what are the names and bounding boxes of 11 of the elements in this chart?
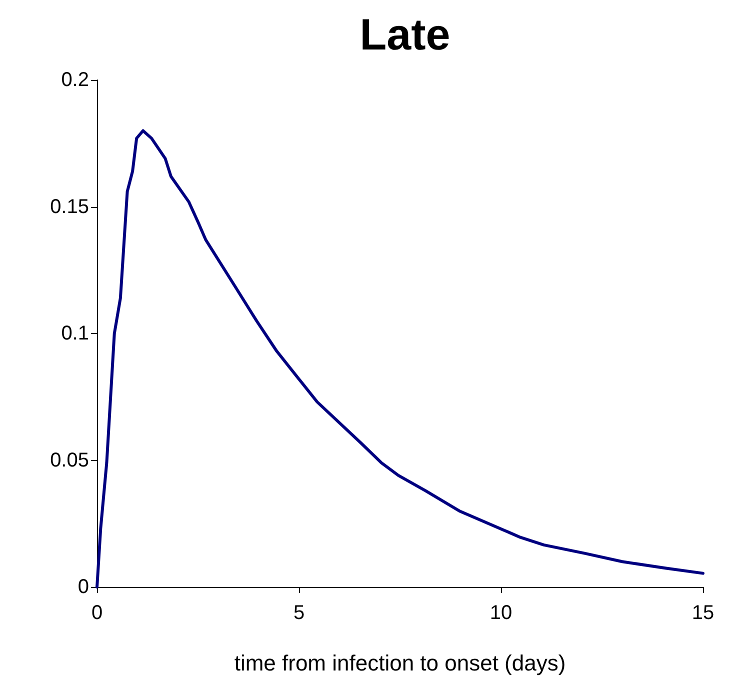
x-tick-label: 15	[692, 602, 714, 624]
y-tick-label: 0.15	[50, 196, 89, 218]
x-tick-label: 10	[490, 602, 512, 624]
y-tick-label: 0	[78, 576, 89, 598]
y-tick-label: 0.2	[61, 69, 89, 91]
chart-title: Late	[360, 10, 450, 60]
x-axis-title: time from infection to onset (days)	[234, 650, 566, 676]
y-tick-label: 0.1	[61, 322, 89, 344]
y-tick-label: 0.05	[50, 449, 89, 472]
x-tick-label: 5	[293, 602, 305, 624]
x-tick-label: 0	[91, 602, 103, 624]
